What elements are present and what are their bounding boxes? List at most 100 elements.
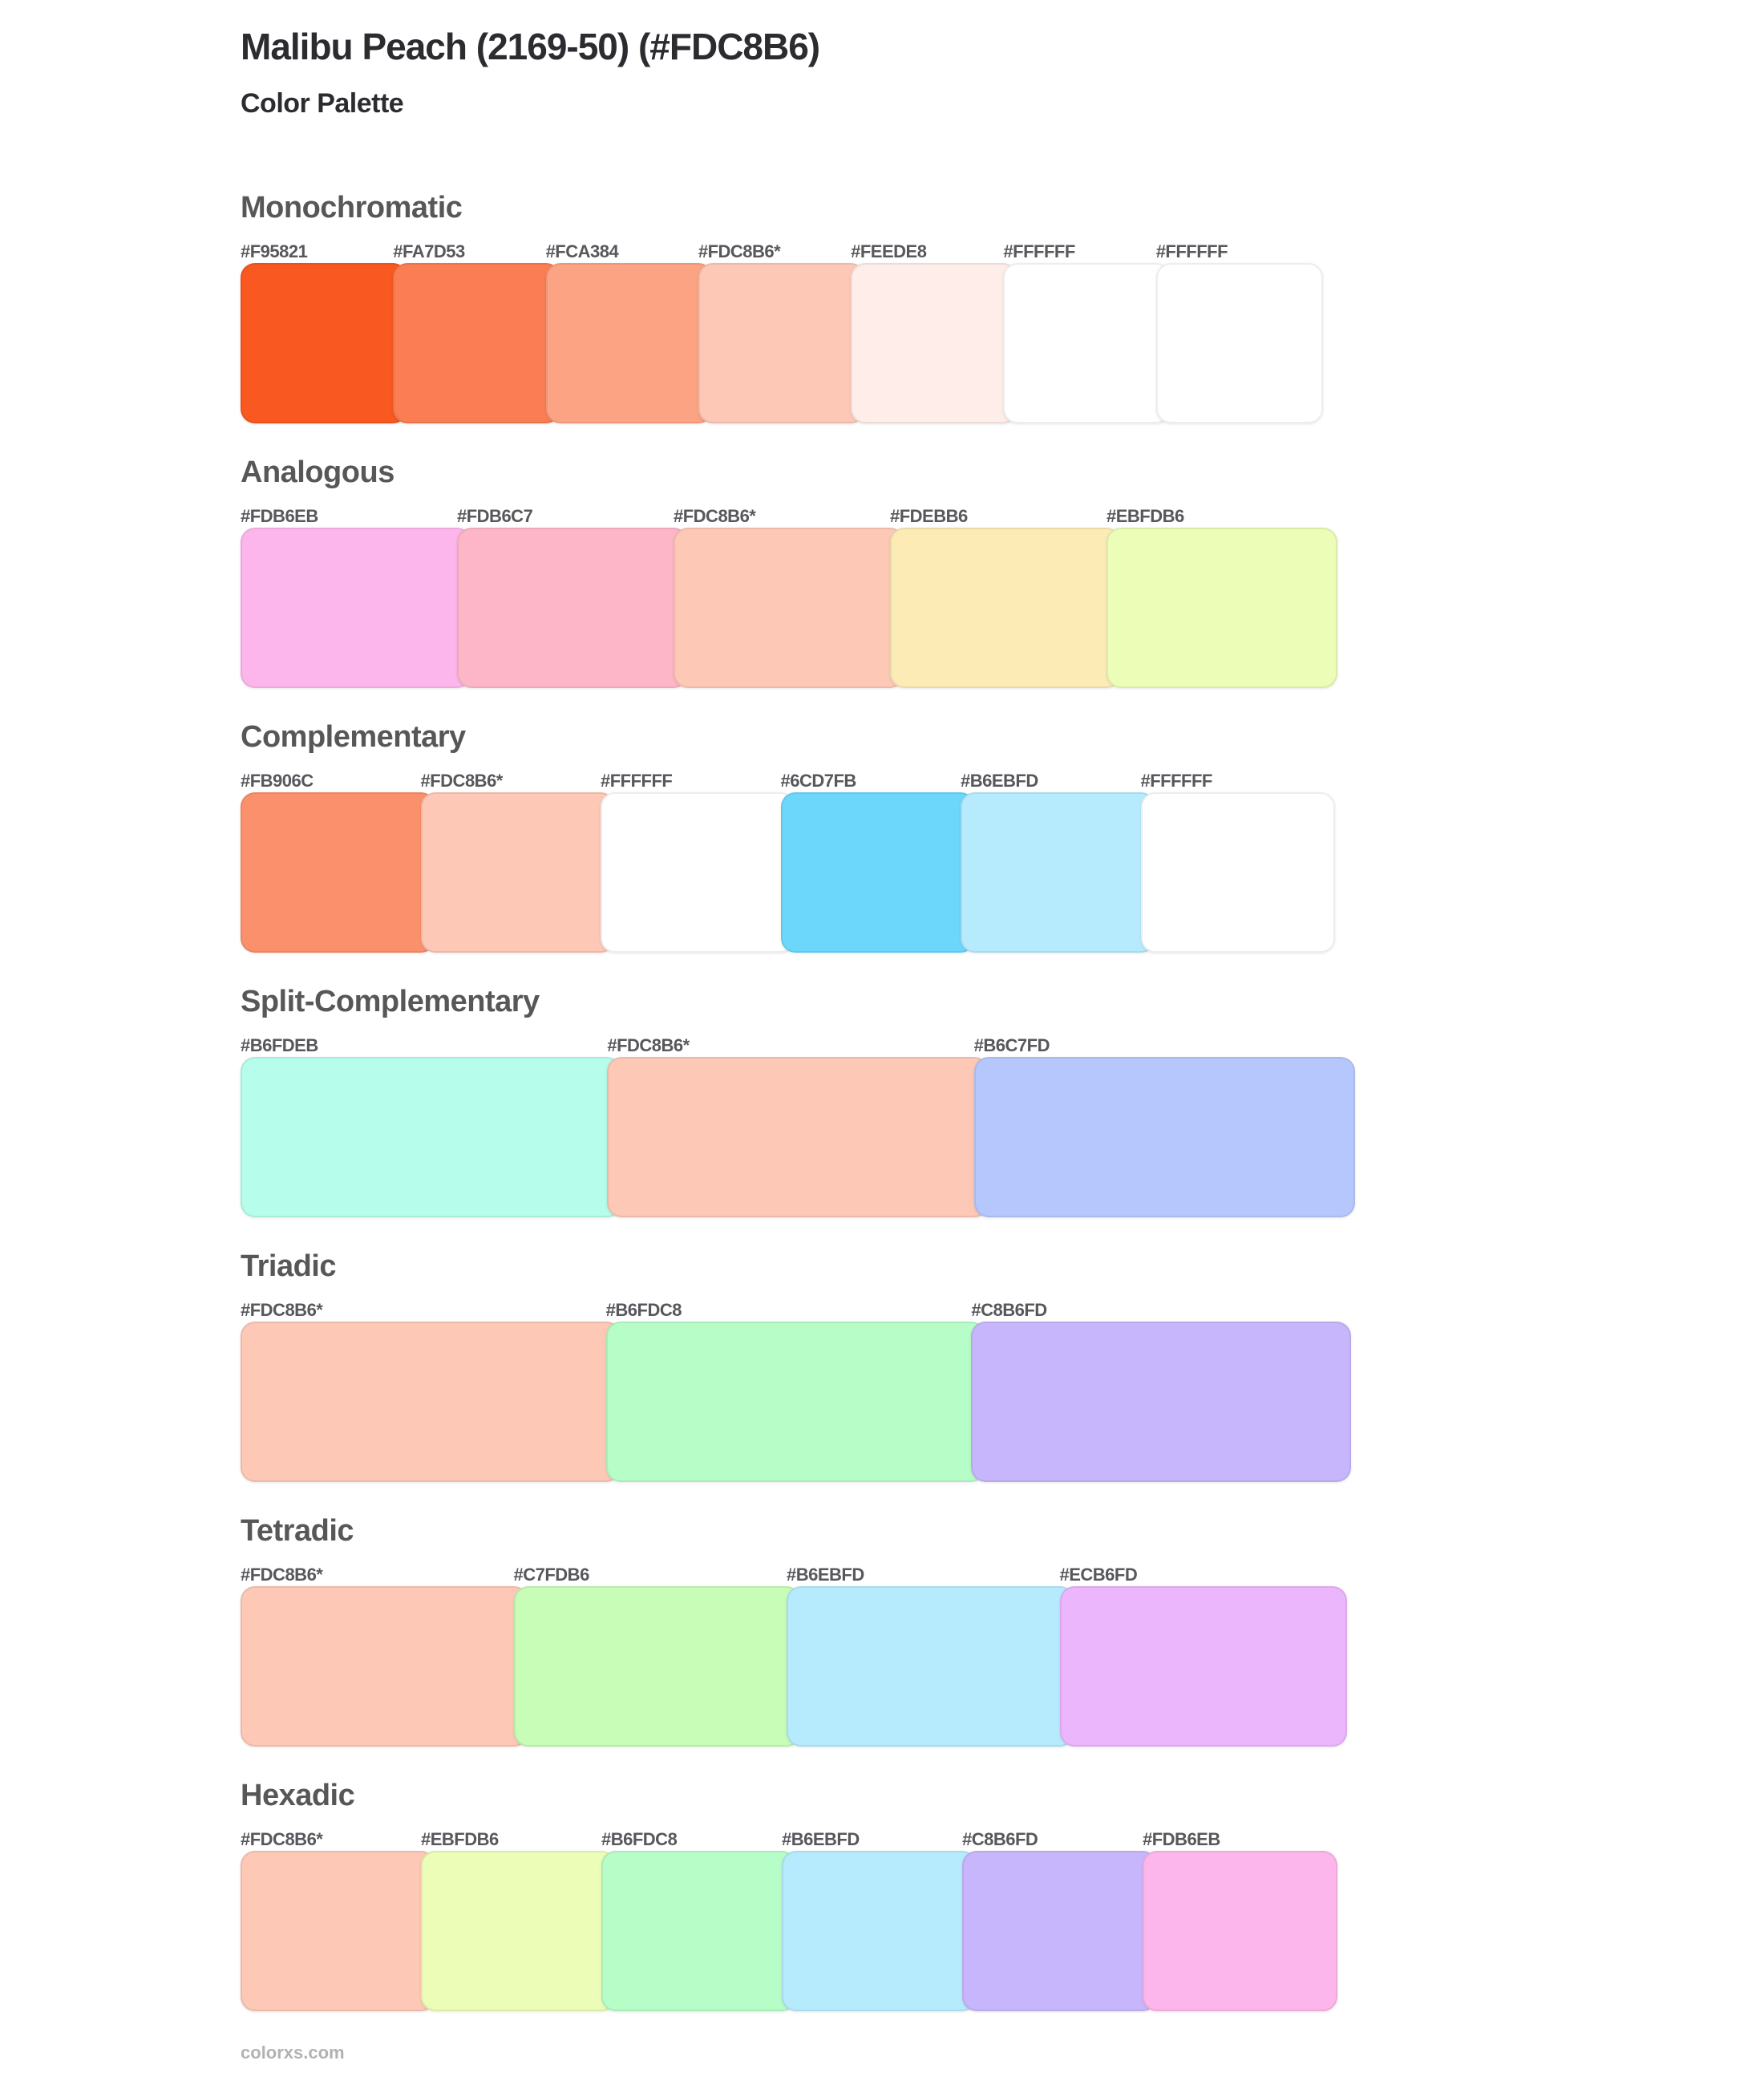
hex-label: #C8B6FD (962, 1829, 1038, 1849)
color-swatch[interactable] (1143, 1851, 1337, 2011)
palette-section: Hexadic #FDC8B6* #EBFDB6 #B6FDC8 #B6EBFD #C8B… (241, 1777, 1764, 2011)
swatch-column: #C8B6FD (962, 1828, 1157, 2011)
hex-label: #FFFFFF (1140, 771, 1213, 791)
hex-label: #FDC8B6* (241, 1829, 323, 1849)
hex-label: #B6FDC8 (601, 1829, 678, 1849)
hex-label: #FFFFFF (1003, 241, 1075, 261)
hex-label: #EBFDB6 (421, 1829, 499, 1849)
swatch-row: #F95821 #FA7D53 #FCA384 #FDC8B6* #FEEDE8 #FFF… (241, 241, 1323, 423)
color-swatch[interactable] (241, 792, 435, 953)
swatch-column: #FA7D53 (393, 241, 560, 423)
swatch-column: #FDC8B6* (241, 1828, 435, 2011)
hex-label: #EBFDB6 (1107, 506, 1184, 526)
color-swatch[interactable] (971, 1322, 1352, 1482)
swatch-row: #B6FDEB #FDC8B6* #B6C7FD (241, 1034, 1355, 1217)
color-swatch[interactable] (851, 263, 1018, 423)
color-swatch[interactable] (457, 528, 688, 688)
section-title: Complementary (241, 720, 466, 754)
swatch-column: #FDEBB6 (890, 505, 1121, 688)
hex-label: #B6C7FD (973, 1035, 1050, 1055)
swatch-column: #B6EBFD (782, 1828, 977, 2011)
page-title: Malibu Peach (2169-50) (#FDC8B6) (241, 26, 820, 67)
swatch-column: #FFFFFF (1155, 241, 1323, 423)
palette-section: Triadic #FDC8B6* #B6FDC8 #C8B6FD (241, 1248, 1764, 1482)
color-swatch[interactable] (241, 1586, 528, 1747)
swatch-column: #FDB6EB (1143, 1828, 1337, 2011)
hex-label: #FEEDE8 (851, 241, 927, 261)
hex-label: #FDB6EB (241, 506, 318, 526)
hex-label: #B6EBFD (782, 1829, 860, 1849)
color-swatch[interactable] (1107, 528, 1337, 688)
section-title: Tetradic (241, 1514, 354, 1548)
color-swatch[interactable] (962, 1851, 1157, 2011)
swatch-column: #B6FDEB (241, 1034, 622, 1217)
color-swatch[interactable] (698, 263, 866, 423)
color-swatch[interactable] (780, 792, 975, 953)
color-swatch[interactable] (607, 1057, 989, 1217)
palette-section: Split-Complementary #B6FDEB #FDC8B6* #B6C7F… (241, 983, 1764, 1217)
palette-section: Complementary #FB906C #FDC8B6* #FFFFFF #6CD7… (241, 719, 1764, 953)
color-swatch[interactable] (241, 1057, 622, 1217)
swatch-column: #FFFFFF (1003, 241, 1171, 423)
swatch-column: #FDC8B6* (607, 1034, 989, 1217)
swatch-column: #FDC8B6* (241, 1564, 528, 1747)
color-swatch[interactable] (241, 263, 408, 423)
color-swatch[interactable] (1140, 792, 1335, 953)
color-swatch[interactable] (421, 1851, 616, 2011)
swatch-column: #ECB6FD (1059, 1564, 1347, 1747)
hex-label: #B6FDC8 (605, 1300, 682, 1320)
color-swatch[interactable] (241, 1322, 621, 1482)
hex-label: #FB906C (241, 771, 314, 791)
swatch-column: #EBFDB6 (1107, 505, 1337, 688)
hex-label: #FA7D53 (393, 241, 465, 261)
color-swatch[interactable] (393, 263, 560, 423)
swatch-column: #FDC8B6* (674, 505, 904, 688)
swatch-column: #FB906C (241, 770, 435, 953)
swatch-column: #FEEDE8 (851, 241, 1018, 423)
swatch-column: #FCA384 (545, 241, 713, 423)
swatch-column: #FDB6C7 (457, 505, 688, 688)
swatch-column: #FDC8B6* (698, 241, 866, 423)
swatch-column: #EBFDB6 (421, 1828, 616, 2011)
hex-label: #FDC8B6* (241, 1300, 323, 1320)
color-swatch[interactable] (601, 792, 795, 953)
color-swatch[interactable] (961, 792, 1155, 953)
color-swatch[interactable] (1059, 1586, 1347, 1747)
swatch-column: #FFFFFF (601, 770, 795, 953)
swatch-column: #C8B6FD (971, 1299, 1352, 1482)
swatch-column: #6CD7FB (780, 770, 975, 953)
swatch-row: #FDC8B6* #EBFDB6 #B6FDC8 #B6EBFD #C8B6FD #FDB… (241, 1828, 1337, 2011)
color-swatch[interactable] (973, 1057, 1355, 1217)
hex-label: #6CD7FB (780, 771, 857, 791)
color-swatch[interactable] (1003, 263, 1171, 423)
color-swatch[interactable] (890, 528, 1121, 688)
hex-label: #FFFFFF (601, 771, 673, 791)
swatch-column: #FDC8B6* (420, 770, 615, 953)
color-swatch[interactable] (605, 1322, 986, 1482)
color-swatch[interactable] (513, 1586, 801, 1747)
section-title: Analogous (241, 455, 394, 489)
section-title: Split-Complementary (241, 985, 540, 1018)
color-swatch[interactable] (420, 792, 615, 953)
hex-label: #FDC8B6* (698, 241, 781, 261)
color-swatch[interactable] (601, 1851, 796, 2011)
swatch-column: #C7FDB6 (513, 1564, 801, 1747)
page-subtitle: Color Palette (241, 88, 404, 119)
hex-label: #FDC8B6* (241, 1565, 323, 1585)
hex-label: #FDC8B6* (607, 1035, 690, 1055)
color-swatch[interactable] (674, 528, 904, 688)
swatch-row: #FDB6EB #FDB6C7 #FDC8B6* #FDEBB6 #EBFDB6 (241, 505, 1337, 688)
color-swatch[interactable] (241, 1851, 435, 2011)
color-swatch[interactable] (545, 263, 713, 423)
palette-section: Monochromatic #F95821 #FA7D53 #FCA384 #FDC8B… (241, 189, 1764, 423)
swatch-row: #FDC8B6* #B6FDC8 #C8B6FD (241, 1299, 1352, 1482)
color-swatch[interactable] (787, 1586, 1074, 1747)
section-title: Triadic (241, 1249, 337, 1283)
hex-label: #FDEBB6 (890, 506, 968, 526)
color-swatch[interactable] (1155, 263, 1323, 423)
color-swatch[interactable] (241, 528, 471, 688)
swatch-row: #FDC8B6* #C7FDB6 #B6EBFD #ECB6FD (241, 1564, 1347, 1747)
color-swatch[interactable] (782, 1851, 977, 2011)
hex-label: #F95821 (241, 241, 308, 261)
